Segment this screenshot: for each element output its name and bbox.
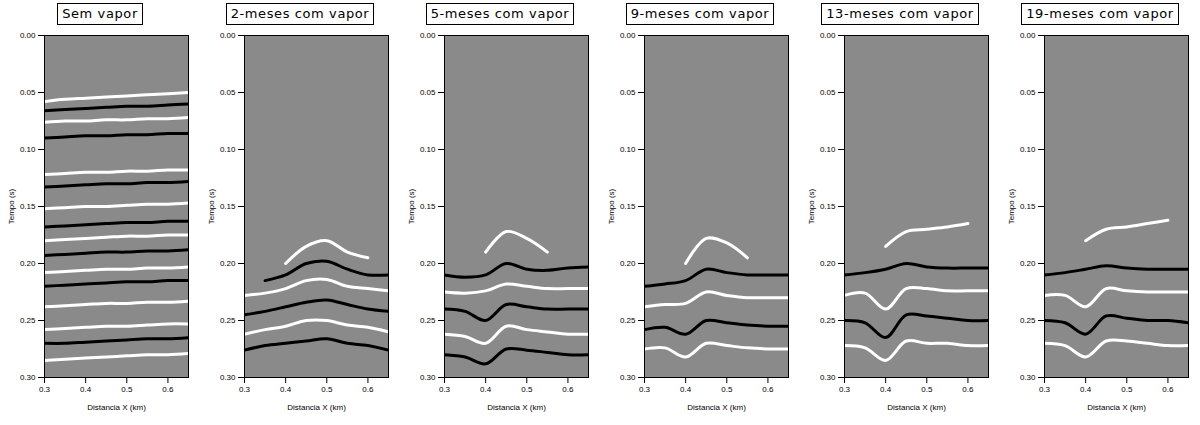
- svg-text:0.20: 0.20: [220, 259, 236, 268]
- svg-text:0.05: 0.05: [20, 88, 36, 97]
- svg-text:0.30: 0.30: [1020, 373, 1036, 382]
- svg-text:0.30: 0.30: [620, 373, 636, 382]
- svg-text:Tempo (s): Tempo (s): [7, 188, 16, 224]
- svg-text:0.6: 0.6: [362, 385, 374, 394]
- svg-text:0.4: 0.4: [880, 385, 892, 394]
- svg-text:0.3: 0.3: [839, 385, 851, 394]
- svg-text:0.15: 0.15: [20, 202, 36, 211]
- svg-text:0.5: 0.5: [121, 385, 133, 394]
- svg-text:0.3: 0.3: [439, 385, 451, 394]
- svg-text:0.5: 0.5: [1121, 385, 1133, 394]
- svg-text:0.05: 0.05: [220, 88, 236, 97]
- svg-text:0.3: 0.3: [39, 385, 51, 394]
- svg-text:0.25: 0.25: [420, 316, 436, 325]
- svg-text:Tempo (s): Tempo (s): [607, 188, 616, 224]
- svg-text:0.00: 0.00: [20, 31, 36, 40]
- svg-text:0.10: 0.10: [620, 145, 636, 154]
- svg-text:0.20: 0.20: [420, 259, 436, 268]
- svg-text:0.20: 0.20: [620, 259, 636, 268]
- svg-text:0.30: 0.30: [420, 373, 436, 382]
- svg-text:0.5: 0.5: [321, 385, 333, 394]
- svg-text:0.10: 0.10: [220, 145, 236, 154]
- html-text:9-meses com vapor: 9-meses com vapor: [630, 6, 770, 21]
- svg-text:0.4: 0.4: [280, 385, 292, 394]
- svg-text:Distancia X (km): Distancia X (km): [687, 403, 746, 412]
- svg-text:0.05: 0.05: [820, 88, 836, 97]
- svg-text:0.25: 0.25: [1020, 316, 1036, 325]
- svg-text:0.05: 0.05: [620, 88, 636, 97]
- svg-text:Tempo (s): Tempo (s): [407, 188, 416, 224]
- svg-text:Tempo (s): Tempo (s): [1007, 188, 1016, 224]
- svg-text:0.6: 0.6: [162, 385, 174, 394]
- svg-text:0.4: 0.4: [1080, 385, 1092, 394]
- svg-text:0.00: 0.00: [1020, 31, 1036, 40]
- svg-text:0.15: 0.15: [220, 202, 236, 211]
- svg-text:Tempo (s): Tempo (s): [807, 188, 816, 224]
- svg-text:0.30: 0.30: [820, 373, 836, 382]
- svg-text:0.25: 0.25: [20, 316, 36, 325]
- svg-text:0.20: 0.20: [1020, 259, 1036, 268]
- svg-text:0.3: 0.3: [639, 385, 651, 394]
- html-text:13-meses com vapor: 13-meses com vapor: [826, 6, 974, 21]
- svg-text:0.25: 0.25: [220, 316, 236, 325]
- svg-text:Distancia X (km): Distancia X (km): [87, 403, 146, 412]
- svg-text:Tempo (s): Tempo (s): [207, 188, 216, 224]
- svg-text:0.5: 0.5: [521, 385, 533, 394]
- html-text:Sem vapor: Sem vapor: [62, 6, 138, 21]
- svg-text:0.20: 0.20: [820, 259, 836, 268]
- svg-text:Distancia X (km): Distancia X (km): [487, 403, 546, 412]
- svg-text:0.6: 0.6: [962, 385, 974, 394]
- svg-text:0.3: 0.3: [239, 385, 251, 394]
- svg-text:0.05: 0.05: [1020, 88, 1036, 97]
- svg-text:0.25: 0.25: [620, 316, 636, 325]
- html-text:2-meses com vapor: 2-meses com vapor: [230, 6, 370, 21]
- svg-text:Distancia X (km): Distancia X (km): [287, 403, 346, 412]
- svg-text:0.05: 0.05: [420, 88, 436, 97]
- svg-text:0.10: 0.10: [420, 145, 436, 154]
- svg-text:0.20: 0.20: [20, 259, 36, 268]
- html-text:5-meses com vapor: 5-meses com vapor: [430, 6, 570, 21]
- svg-text:0.30: 0.30: [220, 373, 236, 382]
- svg-text:0.30: 0.30: [20, 373, 36, 382]
- svg-text:0.00: 0.00: [820, 31, 836, 40]
- svg-text:0.5: 0.5: [721, 385, 733, 394]
- svg-text:Distancia X (km): Distancia X (km): [1087, 403, 1146, 412]
- svg-text:0.6: 0.6: [762, 385, 774, 394]
- svg-text:0.00: 0.00: [420, 31, 436, 40]
- svg-text:Distancia X (km): Distancia X (km): [887, 403, 946, 412]
- svg-text:0.6: 0.6: [562, 385, 574, 394]
- html-text:19-meses com vapor: 19-meses com vapor: [1026, 6, 1174, 21]
- svg-text:0.25: 0.25: [820, 316, 836, 325]
- svg-text:0.15: 0.15: [620, 202, 636, 211]
- svg-text:0.4: 0.4: [480, 385, 492, 394]
- svg-text:0.15: 0.15: [420, 202, 436, 211]
- svg-text:0.15: 0.15: [820, 202, 836, 211]
- svg-text:0.10: 0.10: [820, 145, 836, 154]
- svg-text:0.10: 0.10: [20, 145, 36, 154]
- svg-text:0.00: 0.00: [220, 31, 236, 40]
- svg-text:0.4: 0.4: [80, 385, 92, 394]
- svg-text:0.00: 0.00: [620, 31, 636, 40]
- svg-text:0.15: 0.15: [1020, 202, 1036, 211]
- svg-text:0.3: 0.3: [1039, 385, 1051, 394]
- svg-text:0.5: 0.5: [921, 385, 933, 394]
- svg-text:0.10: 0.10: [1020, 145, 1036, 154]
- svg-text:0.4: 0.4: [680, 385, 692, 394]
- svg-text:0.6: 0.6: [1162, 385, 1174, 394]
